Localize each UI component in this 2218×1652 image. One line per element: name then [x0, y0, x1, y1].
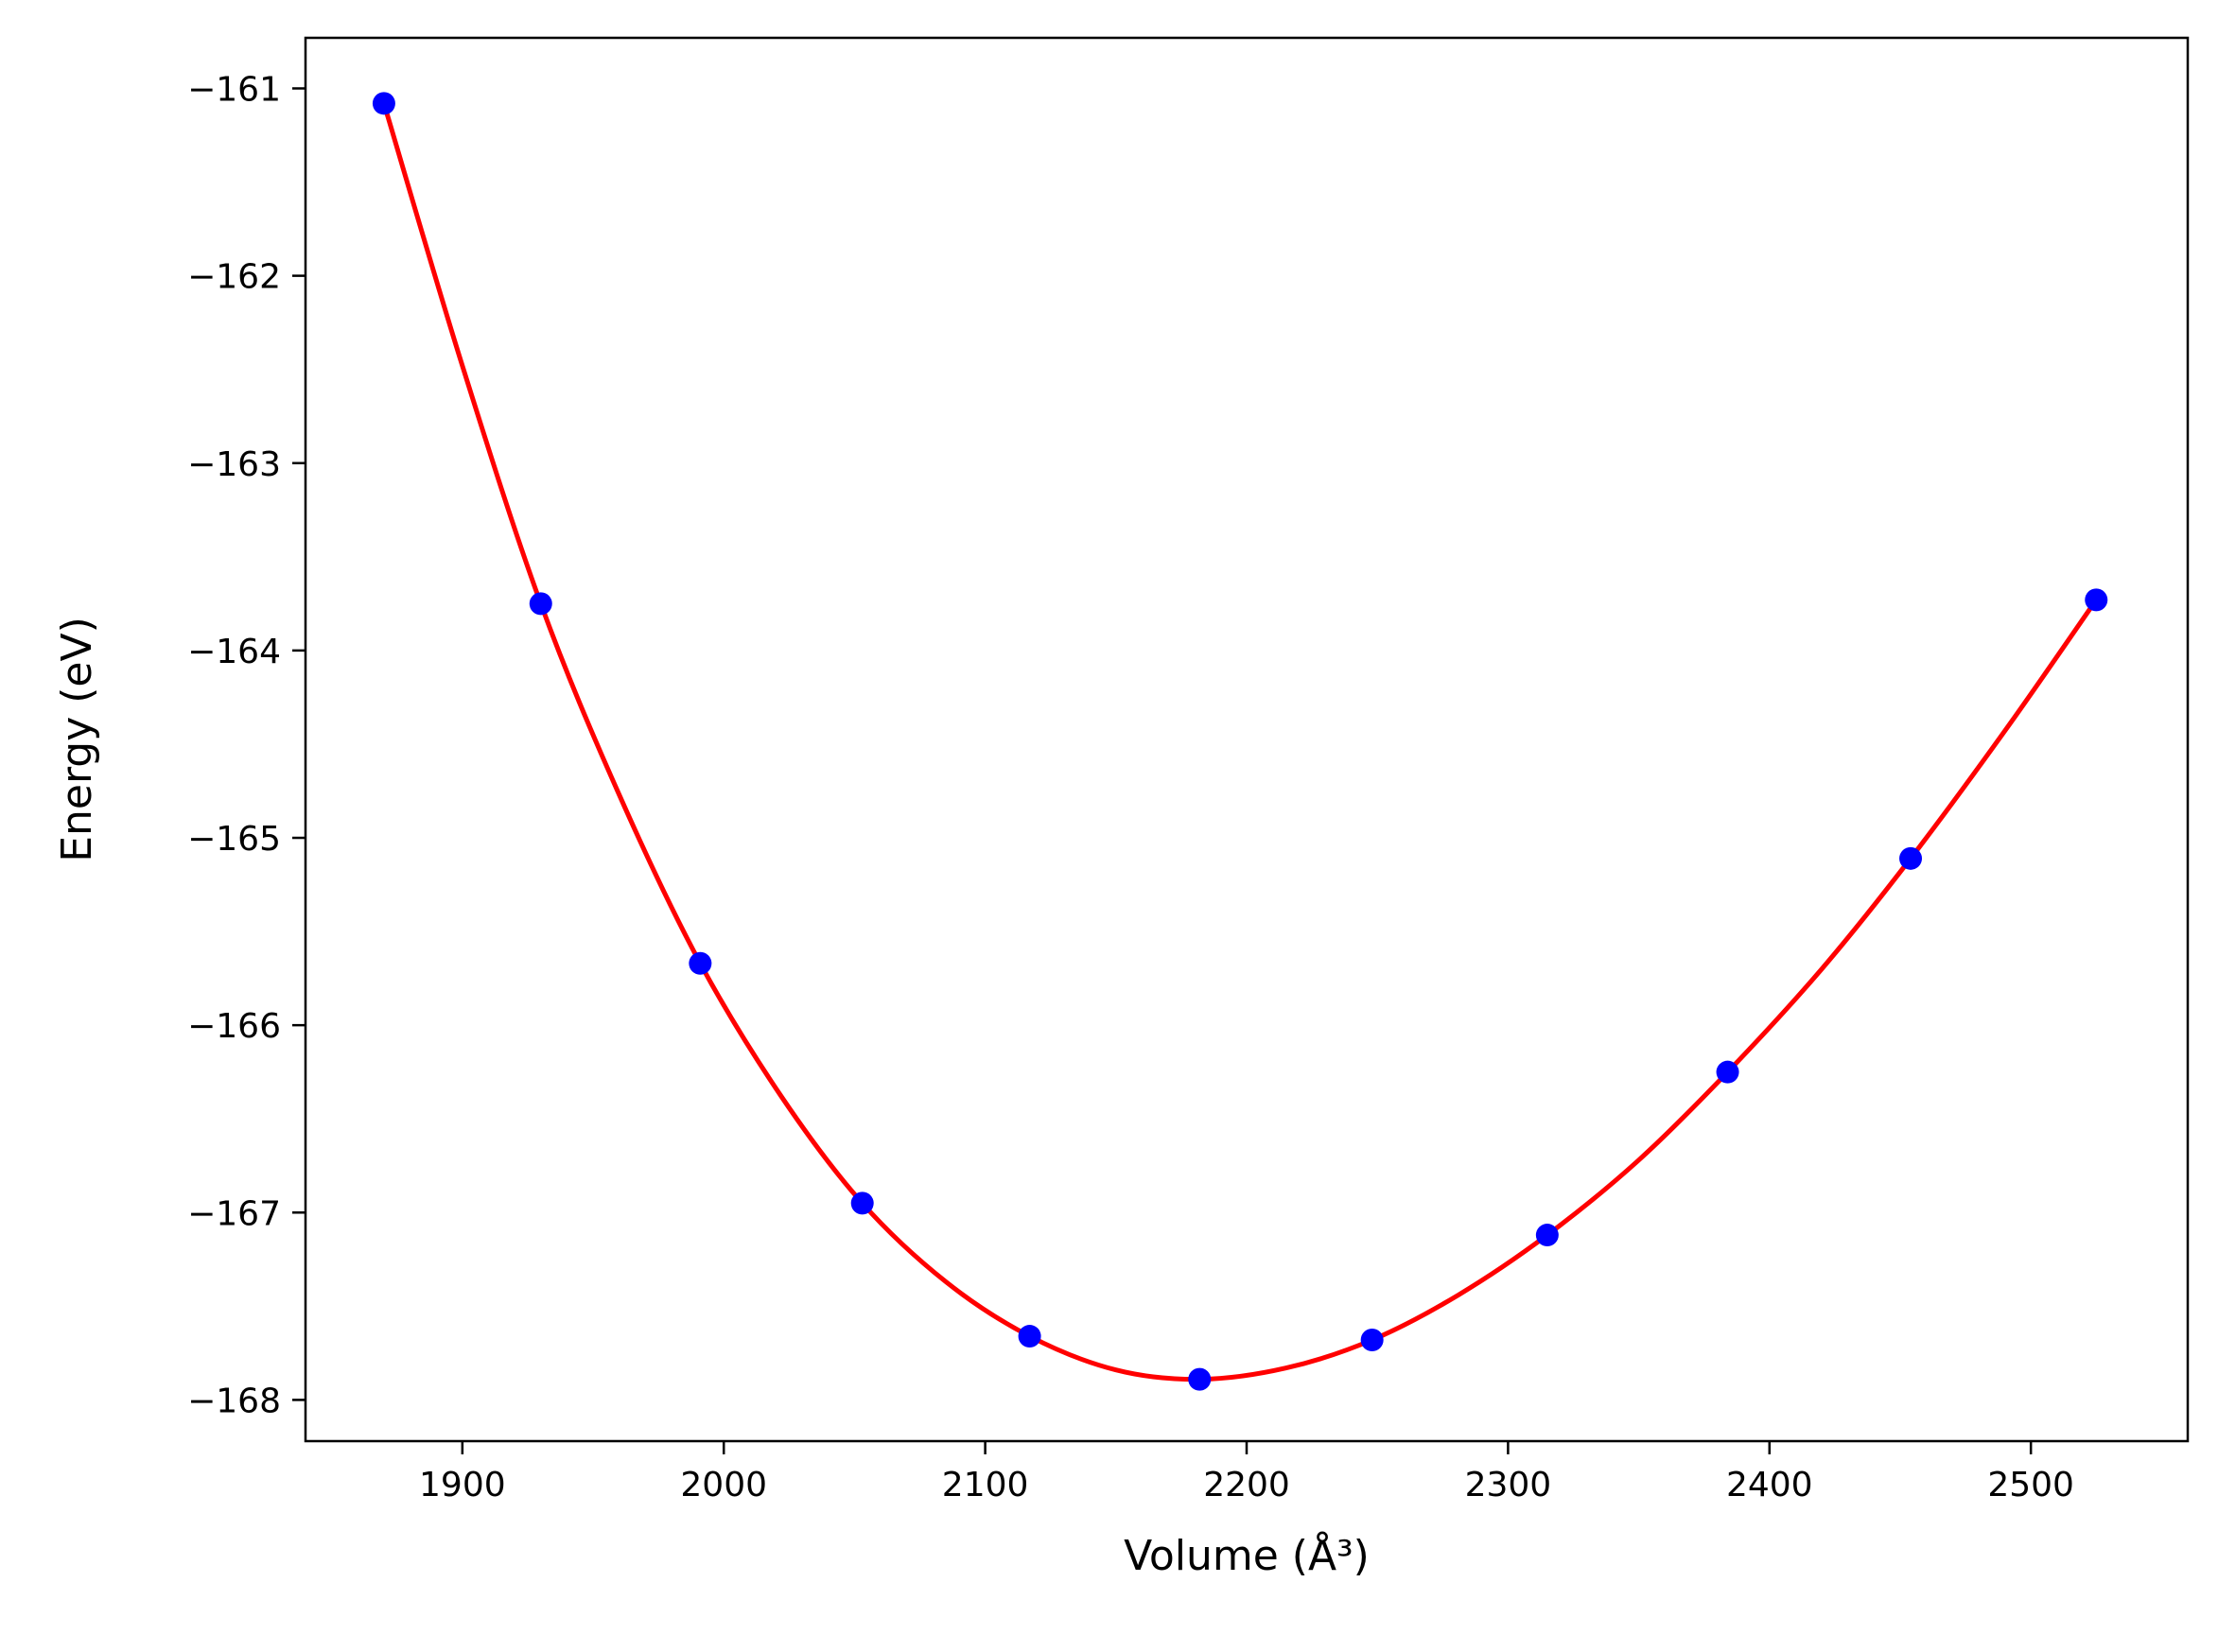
x-tick-label: 2500 — [1987, 1466, 2074, 1504]
y-tick-label: −164 — [187, 633, 281, 671]
fit-curve-line — [381, 100, 2099, 1382]
y-axis-title: Energy (eV) — [53, 617, 101, 862]
data-point — [1899, 846, 1923, 870]
data-point — [1018, 1325, 1041, 1348]
y-tick-label: −166 — [187, 1007, 281, 1046]
y-axis: −161 −162 −163 −164 −165 −166 −167 −168 — [187, 70, 306, 1420]
x-tick-label: 2400 — [1726, 1466, 1813, 1504]
x-tick-label: 2000 — [680, 1466, 767, 1504]
data-point — [2085, 588, 2108, 612]
x-tick-label: 2100 — [942, 1466, 1029, 1504]
y-tick-label: −162 — [187, 258, 281, 297]
x-axis: 1900 2000 2100 2200 2300 2400 2500 — [419, 1441, 2074, 1504]
data-point — [689, 951, 712, 975]
y-tick-label: −163 — [187, 445, 281, 484]
data-point — [1716, 1060, 1739, 1084]
x-tick-label: 2300 — [1465, 1466, 1552, 1504]
data-point — [529, 592, 552, 616]
data-point — [1535, 1224, 1559, 1247]
x-axis-title: Volume (Å³) — [1124, 1530, 1370, 1580]
data-point — [850, 1191, 874, 1215]
y-tick-label: −167 — [187, 1194, 281, 1233]
y-tick-label: −168 — [187, 1382, 281, 1420]
x-tick-label: 2200 — [1203, 1466, 1290, 1504]
x-tick-label: 1900 — [419, 1466, 506, 1504]
plot-frame — [304, 36, 2190, 1443]
plot-area — [372, 92, 2108, 1391]
y-tick-label: −161 — [187, 70, 281, 109]
data-point — [372, 92, 395, 115]
y-tick-label: −165 — [187, 820, 281, 859]
data-point — [1188, 1367, 1212, 1391]
data-point — [1360, 1329, 1384, 1352]
